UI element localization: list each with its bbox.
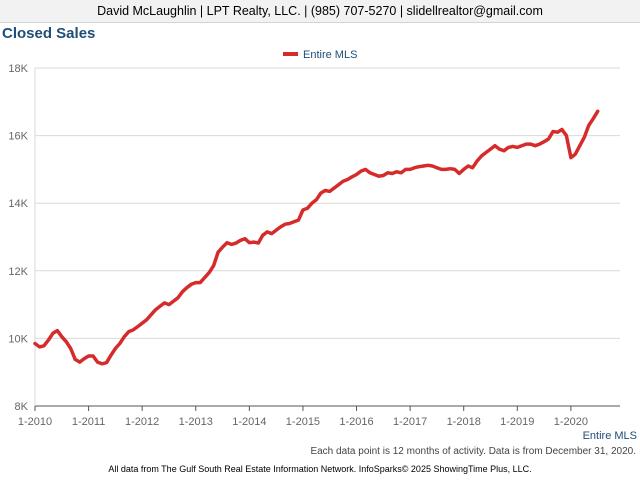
x-tick-label: 1-2011	[72, 416, 105, 428]
y-tick-label: 10K	[8, 333, 28, 345]
x-tick-label: 1-2010	[18, 416, 52, 428]
chart-title: Closed Sales	[2, 25, 96, 42]
y-tick-label: 8K	[15, 401, 29, 413]
x-axis-ticks: 1-2010 1-2011 1-2012 1-2013 1-2014 1-2015 1-20…	[18, 406, 588, 428]
x-axis-label: Entire MLS	[583, 430, 637, 442]
x-tick-label: 1-2014	[232, 416, 266, 428]
legend-label: Entire MLS	[303, 49, 357, 61]
x-tick-label: 1-2017	[393, 416, 427, 428]
x-tick-label: 1-2018	[447, 416, 481, 428]
series-lines	[33, 109, 600, 366]
y-tick-label: 16K	[8, 131, 28, 143]
contact-header: David McLaughlin | LPT Realty, LLC. | (9…	[0, 0, 640, 23]
series-line-entire-mls	[33, 109, 600, 366]
gridlines	[35, 67, 620, 339]
x-tick-label: 1-2016	[339, 416, 373, 428]
x-tick-label: 1-2019	[500, 416, 534, 428]
x-tick-label: 1-2020	[554, 416, 588, 428]
y-axis-ticks: 8K 10K 12K 14K 16K 18K	[8, 63, 28, 413]
x-tick-label: 1-2013	[179, 416, 213, 428]
x-tick-label: 1-2012	[125, 416, 159, 428]
y-tick-label: 12K	[8, 266, 28, 278]
y-tick-label: 18K	[8, 63, 28, 75]
legend: Entire MLS	[283, 49, 357, 61]
y-tick-label: 14K	[8, 198, 28, 210]
axes	[34, 68, 620, 407]
data-footnote: Each data point is 12 months of activity…	[310, 446, 636, 457]
data-credit: All data from The Gulf South Real Estate…	[108, 464, 532, 474]
x-tick-label: 1-2015	[286, 416, 320, 428]
